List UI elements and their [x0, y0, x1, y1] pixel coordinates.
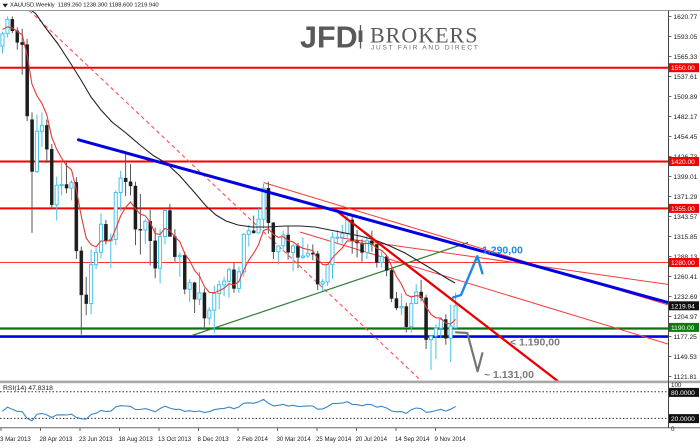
svg-text:1232.69: 1232.69 [674, 294, 698, 301]
svg-text:JFD: JFD [300, 21, 358, 55]
svg-text:80.0000: 80.0000 [671, 390, 695, 397]
svg-text:8 Dec 2013: 8 Dec 2013 [198, 436, 230, 443]
svg-text:1260.41: 1260.41 [674, 274, 698, 281]
svg-text:2 Feb 2014: 2 Feb 2014 [237, 436, 268, 443]
svg-text:1399.01: 1399.01 [674, 174, 698, 181]
svg-text:1121.81: 1121.81 [674, 374, 698, 381]
svg-text:1565.33: 1565.33 [674, 54, 698, 61]
svg-text:20 Jul 2014: 20 Jul 2014 [356, 436, 388, 443]
svg-text:1219.94: 1219.94 [671, 303, 695, 310]
svg-text:18 Aug 2013: 18 Aug 2013 [119, 436, 154, 443]
svg-text:1177.25: 1177.25 [674, 334, 698, 341]
svg-text:1550.00: 1550.00 [671, 65, 695, 72]
svg-text:20.0000: 20.0000 [671, 416, 695, 423]
svg-text:1315.85: 1315.85 [674, 234, 698, 241]
svg-text:100: 100 [671, 382, 682, 389]
svg-text:1371.29: 1371.29 [674, 194, 698, 201]
svg-text:28 Apr 2013: 28 Apr 2013 [40, 436, 73, 443]
svg-text:13 Oct 2013: 13 Oct 2013 [158, 436, 192, 443]
svg-text:1593.05: 1593.05 [674, 34, 698, 41]
svg-text:1509.89: 1509.89 [674, 94, 698, 101]
svg-text:14 Sep 2014: 14 Sep 2014 [395, 436, 430, 443]
svg-text:30 Mar 2014: 30 Mar 2014 [277, 436, 312, 443]
svg-text:1149.53: 1149.53 [674, 354, 698, 361]
svg-text:0: 0 [671, 426, 675, 433]
svg-text:1280.00: 1280.00 [671, 260, 695, 267]
svg-text:1288.13: 1288.13 [674, 254, 698, 261]
svg-text:1620.77: 1620.77 [674, 14, 698, 21]
svg-text:1454.45: 1454.45 [674, 134, 698, 141]
svg-text:3 Mar 2013: 3 Mar 2013 [0, 436, 31, 443]
svg-text:9 Nov 2014: 9 Nov 2014 [435, 436, 467, 443]
svg-text:1537.61: 1537.61 [674, 74, 698, 81]
svg-text:< 1.190,00: < 1.190,00 [510, 337, 560, 349]
svg-text:BROKERS: BROKERS [370, 23, 478, 48]
svg-text:1190.00: 1190.00 [671, 325, 695, 332]
svg-text:1355.00: 1355.00 [671, 206, 695, 213]
svg-text:1.290,00: 1.290,00 [482, 245, 523, 257]
svg-text:1204.97: 1204.97 [674, 314, 698, 321]
svg-text:~ 1.131,00: ~ 1.131,00 [484, 369, 534, 381]
svg-text:1420.00: 1420.00 [671, 159, 695, 166]
svg-text:1343.57: 1343.57 [674, 214, 698, 221]
svg-text:1482.17: 1482.17 [674, 114, 698, 121]
svg-text:XAUUSD,Weekly 1189.260 1238.3: XAUUSD,Weekly 1189.260 1238.300 1188.600… [10, 3, 159, 9]
svg-text:23 Jun 2013: 23 Jun 2013 [79, 436, 113, 443]
svg-text:25 May 2014: 25 May 2014 [316, 436, 352, 443]
svg-text:RSI(14) 47.8318: RSI(14) 47.8318 [3, 385, 53, 392]
svg-text:JUST FAIR AND DIRECT: JUST FAIR AND DIRECT [371, 45, 480, 52]
